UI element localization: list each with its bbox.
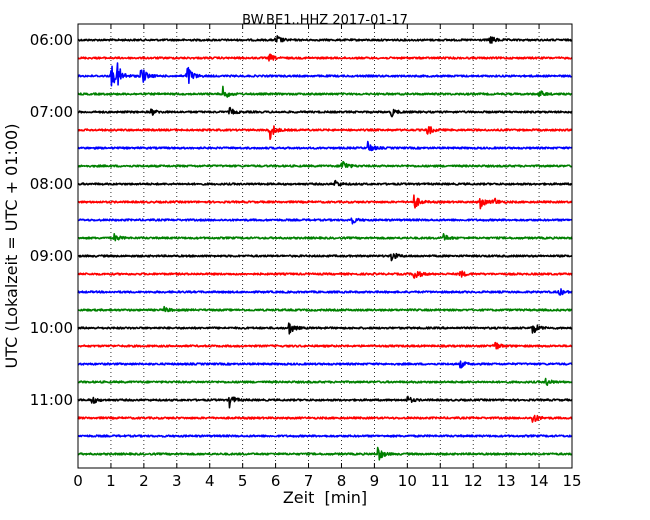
x-tick-label: 2 bbox=[139, 472, 149, 490]
trace-line bbox=[77, 252, 573, 262]
trace-line bbox=[77, 194, 573, 210]
x-axis-ticks: 0 1 2 3 4 5 6 7 8 9 10 11 12 13 14 15 bbox=[73, 24, 582, 490]
trace-line bbox=[77, 322, 573, 335]
y-tick-label: 10:00 bbox=[30, 319, 73, 337]
x-tick-label: 10 bbox=[398, 472, 417, 490]
trace-group bbox=[77, 35, 573, 461]
trace-line bbox=[77, 288, 573, 296]
trace-line bbox=[77, 85, 573, 98]
x-tick-label: 6 bbox=[271, 472, 281, 490]
x-tick-label: 4 bbox=[205, 472, 215, 490]
x-tick-label: 7 bbox=[304, 472, 314, 490]
y-axis-label: UTC (Lokalzeit = UTC + 01:00) bbox=[2, 124, 21, 369]
trace-line bbox=[77, 125, 573, 141]
trace-line bbox=[77, 179, 573, 187]
y-tick-label: 11:00 bbox=[30, 391, 73, 409]
y-tick-label: 09:00 bbox=[30, 247, 73, 265]
x-axis-label: Zeit [min] bbox=[283, 488, 367, 507]
y-axis-ticks: 06:00 07:00 08:00 09:00 10:00 11:00 bbox=[30, 31, 572, 409]
chart-title: BW.BE1..HHZ 2017-01-17 bbox=[242, 13, 408, 28]
trace-line bbox=[77, 341, 573, 350]
x-tick-label: 1 bbox=[106, 472, 116, 490]
x-tick-label: 15 bbox=[562, 472, 581, 490]
x-tick-label: 0 bbox=[73, 472, 83, 490]
x-tick-label: 5 bbox=[238, 472, 248, 490]
trace-line bbox=[77, 232, 573, 242]
trace-line bbox=[77, 395, 573, 409]
trace-line bbox=[77, 414, 573, 423]
plot-frame bbox=[77, 23, 573, 469]
trace-line bbox=[77, 446, 573, 461]
x-tick-label: 11 bbox=[431, 472, 450, 490]
trace-line bbox=[77, 217, 573, 225]
trace-line bbox=[77, 53, 573, 62]
x-tick-label: 13 bbox=[497, 472, 516, 490]
x-tick-label: 3 bbox=[172, 472, 182, 490]
trace-line bbox=[77, 270, 573, 279]
trace-line bbox=[77, 305, 573, 313]
trace-line bbox=[77, 377, 573, 386]
x-tick-label: 12 bbox=[464, 472, 483, 490]
x-tick-label: 9 bbox=[370, 472, 380, 490]
trace-line bbox=[77, 360, 573, 369]
trace-line bbox=[77, 106, 573, 118]
y-tick-label: 06:00 bbox=[30, 31, 73, 49]
trace-line bbox=[77, 140, 573, 152]
trace-line bbox=[77, 434, 573, 438]
y-tick-label: 07:00 bbox=[30, 103, 73, 121]
trace-line bbox=[77, 160, 573, 169]
y-tick-label: 08:00 bbox=[30, 175, 73, 193]
trace-line bbox=[77, 62, 573, 87]
trace-line bbox=[77, 35, 573, 44]
x-tick-label: 8 bbox=[337, 472, 347, 490]
x-tick-label: 14 bbox=[530, 472, 549, 490]
